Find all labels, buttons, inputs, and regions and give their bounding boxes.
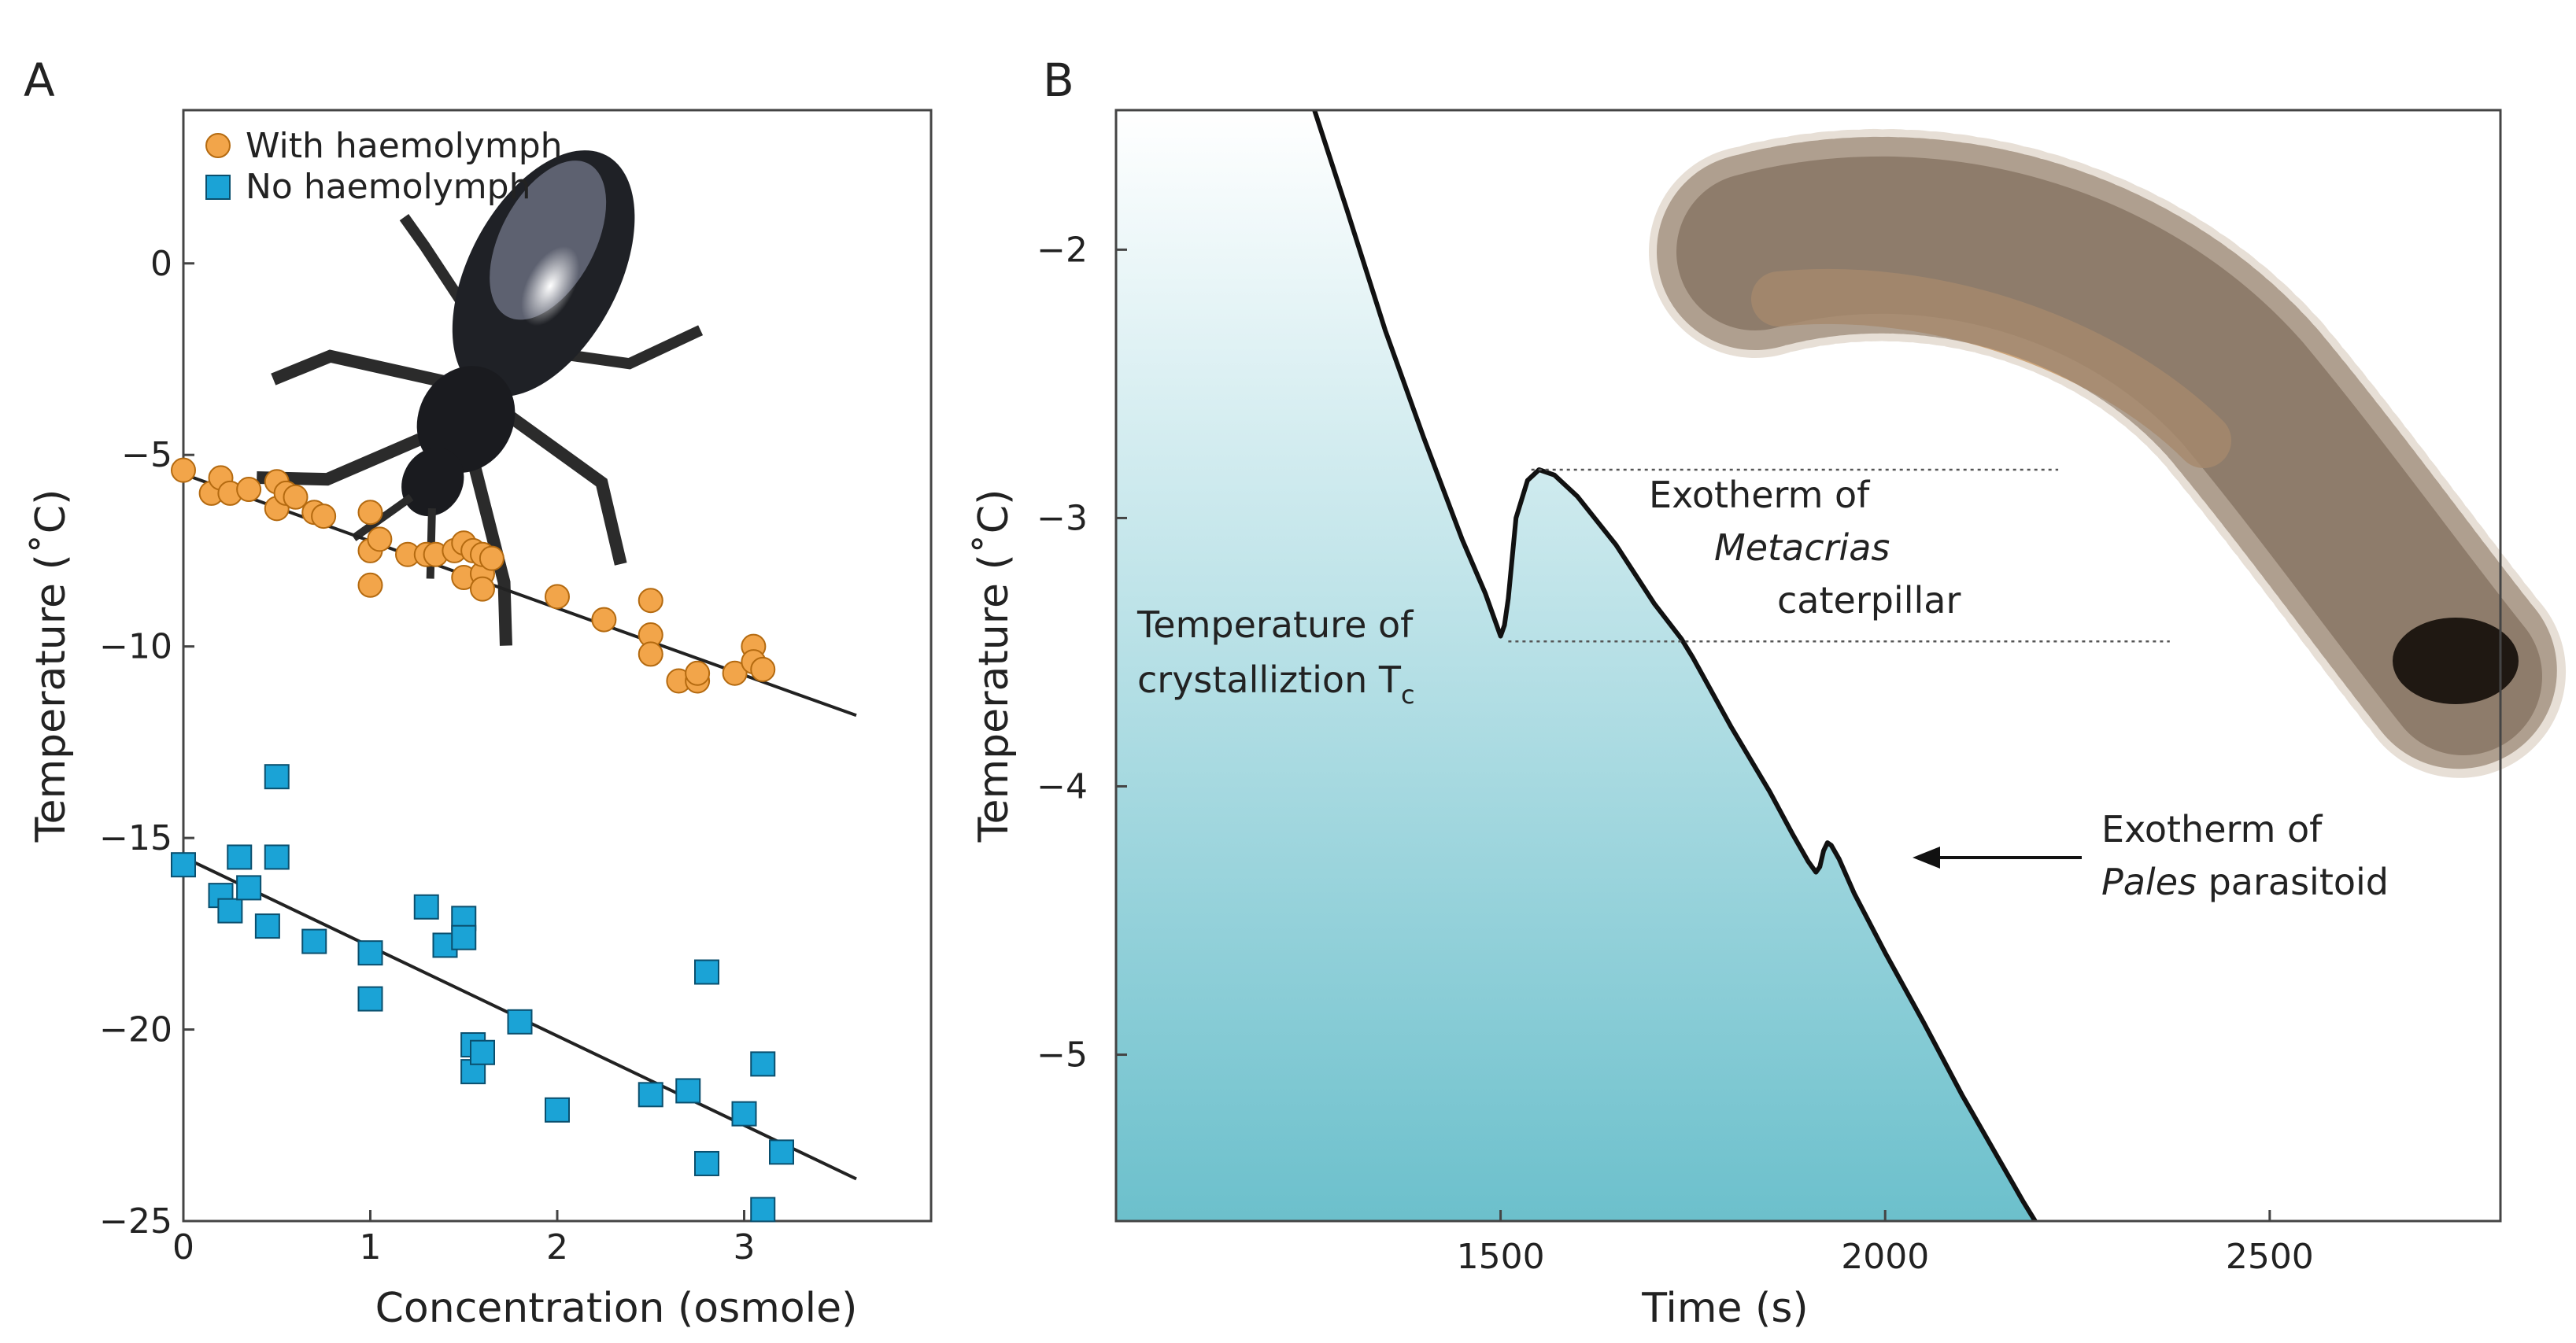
reference-lines	[1508, 468, 2170, 643]
data-point-no-haemolymph	[357, 986, 383, 1012]
data-point-with-haemolymph	[545, 584, 570, 610]
legend-label-no-haemolymph: No haemolymph	[246, 167, 530, 207]
annotation-pales-line2-rest: parasitoid	[2197, 861, 2389, 903]
data-point-with-haemolymph	[283, 484, 309, 510]
plot-b-y-tick-label: −2	[1037, 230, 1088, 270]
annotation-pales: Exotherm of Pales parasitoid	[2101, 808, 2389, 903]
data-point-no-haemolymph	[264, 764, 290, 790]
plot-a-x-tick-label: 3	[734, 1227, 756, 1267]
data-point-no-haemolymph	[357, 940, 383, 966]
annotation-pales-line2-italic: Pales	[2101, 861, 2197, 903]
data-point-no-haemolymph	[264, 844, 290, 870]
plot-a-y-label: Temperature (˚C)	[28, 489, 75, 843]
plot-b-y-tick-label: −4	[1037, 766, 1088, 806]
plot-a-y-tick-label: −15	[99, 818, 172, 858]
data-point-no-haemolymph	[731, 1101, 757, 1127]
data-point-no-haemolymph	[470, 1039, 495, 1065]
data-point-no-haemolymph	[694, 1150, 719, 1176]
plot-a-x-tick-label: 2	[546, 1227, 568, 1267]
data-point-with-haemolymph	[750, 656, 776, 682]
plot-b-y-tick-label: −5	[1037, 1035, 1088, 1076]
legend: With haemolymph No haemolymph	[205, 126, 563, 207]
data-point-no-haemolymph	[301, 928, 327, 954]
data-point-no-haemolymph	[227, 844, 253, 870]
data-point-no-haemolymph	[750, 1051, 776, 1077]
panel-b-label: B	[1043, 53, 1074, 107]
data-point-no-haemolymph	[171, 852, 196, 878]
annotation-pales-line1: Exotherm of	[2101, 808, 2323, 850]
data-point-with-haemolymph	[236, 477, 262, 503]
data-point-with-haemolymph	[638, 641, 663, 667]
plot-a-x-label: Concentration (osmole)	[375, 1285, 858, 1332]
plot-a-x-tick-label: 0	[172, 1227, 194, 1267]
plot-a-y-tick-label: −5	[121, 435, 172, 475]
annotation-metacrias-line3: caterpillar	[1777, 579, 1961, 622]
data-point-no-haemolymph	[254, 913, 280, 939]
annotation-metacrias: Exotherm of Metacrias caterpillar	[1649, 474, 1961, 622]
plot-b-x-label: Time (s)	[1641, 1285, 1808, 1332]
plot-b-y-label: Temperature (˚C)	[970, 489, 1018, 843]
plot-b-y-tick-label: −3	[1037, 498, 1088, 538]
pales-arrow	[1913, 847, 2082, 869]
plot-a-ticks: 0 1 2 3 0 −5 −10 −15 −20 −25	[99, 244, 755, 1267]
caterpillar-illustration	[1649, 128, 2570, 783]
data-point-no-haemolymph	[638, 1082, 663, 1108]
data-point-no-haemolymph	[217, 898, 243, 924]
data-point-with-haemolymph	[591, 607, 617, 633]
plot-a-x-tick-label: 1	[360, 1227, 382, 1267]
plot-b-x-tick-label: 2500	[2226, 1237, 2314, 1277]
plot-a-y-tick-label: −20	[99, 1010, 172, 1050]
area-fill	[1116, 110, 2035, 1221]
data-point-with-haemolymph	[470, 576, 495, 602]
panel-a-label: A	[24, 53, 55, 107]
annotation-metacrias-line1: Exotherm of	[1649, 474, 1871, 516]
data-point-with-haemolymph	[311, 504, 337, 529]
panel-b: B 1500 2000 2500 −2 −3 −4 −5 Temperature of cr…	[970, 53, 2570, 1332]
data-point-no-haemolymph	[769, 1139, 794, 1165]
plot-b-frame	[1114, 109, 2502, 1223]
data-point-with-haemolymph	[171, 457, 196, 483]
plot-a-y-tick-label: −25	[99, 1201, 172, 1242]
data-point-no-haemolymph	[675, 1078, 701, 1104]
data-point-with-haemolymph	[367, 526, 393, 552]
data-point-no-haemolymph	[451, 924, 477, 950]
beetle-illustration	[257, 150, 704, 646]
plot-b-x-tick-label: 1500	[1457, 1237, 1545, 1277]
plot-a-points	[171, 457, 794, 1223]
data-point-with-haemolymph	[685, 660, 711, 686]
data-point-with-haemolymph	[722, 660, 748, 686]
plot-b-ticks: 1500 2000 2500 −2 −3 −4 −5	[1037, 230, 2314, 1277]
data-point-no-haemolymph	[236, 875, 262, 901]
legend-marker-with-haemolymph	[205, 133, 231, 158]
data-point-with-haemolymph	[357, 572, 383, 598]
annotation-crystallization-subscript: c	[1401, 680, 1415, 710]
plot-a-y-tick-label: 0	[150, 244, 172, 284]
annotation-metacrias-line2: Metacrias	[1714, 526, 1890, 569]
data-point-no-haemolymph	[507, 1009, 533, 1035]
plot-b-x-tick-label: 2000	[1841, 1237, 1929, 1277]
data-point-no-haemolymph	[413, 894, 439, 920]
annotation-crystallization-line2: crystalliztion T	[1137, 659, 1402, 701]
data-point-with-haemolymph	[479, 545, 504, 571]
legend-label-with-haemolymph: With haemolymph	[246, 126, 563, 166]
annotation-crystallization-line1: Temperature of	[1136, 603, 1414, 646]
data-point-with-haemolymph	[357, 500, 383, 526]
annotation-crystallization: Temperature of crystalliztion Tc	[1136, 603, 1425, 710]
plot-a-y-tick-label: −10	[99, 627, 172, 667]
data-point-no-haemolymph	[694, 959, 719, 985]
legend-marker-no-haemolymph	[205, 175, 231, 200]
panel-a: A 0 1 2 3 0 −5 −10 −15 −20 −25 With haemolymph No…	[24, 53, 933, 1332]
data-point-no-haemolymph	[750, 1197, 776, 1223]
data-point-with-haemolymph	[638, 588, 663, 614]
data-point-no-haemolymph	[545, 1097, 570, 1123]
temperature-trace-line	[1312, 110, 2038, 1221]
pales-arrow-head	[1913, 847, 1940, 869]
